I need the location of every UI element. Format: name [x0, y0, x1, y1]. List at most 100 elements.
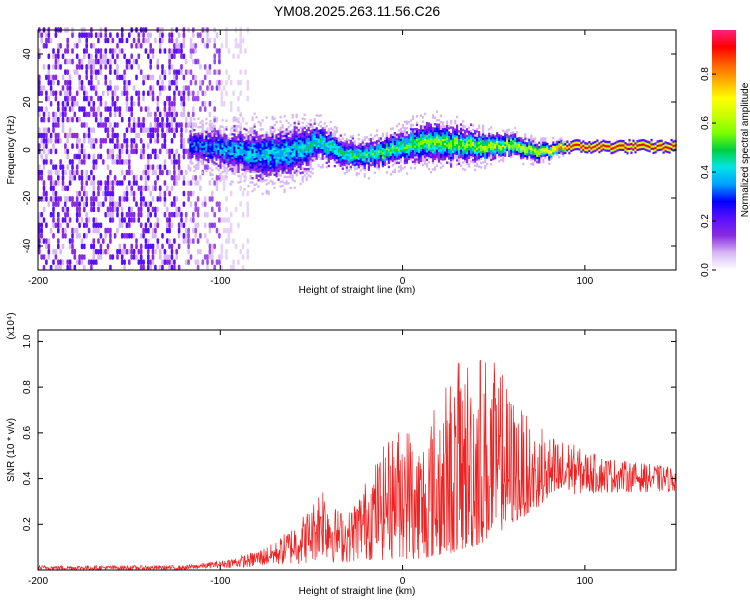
spectrogram-cell: [315, 127, 318, 130]
spectrogram-cell: [327, 151, 330, 155]
spectrogram-cell: [271, 143, 274, 147]
spectrogram-cell: [265, 150, 268, 154]
spectrogram-cell: [213, 53, 216, 60]
spectrogram-cell: [229, 106, 233, 112]
spectrogram-cell: [265, 155, 268, 158]
spectrogram-cell: [120, 148, 124, 155]
spectrogram-cell: [413, 136, 417, 140]
spectrogram-cell: [490, 154, 493, 157]
spectrogram-cell: [168, 69, 171, 75]
spectrogram-cell: [277, 159, 280, 162]
spectrogram-cell: [311, 133, 314, 136]
spectrogram-cell: [289, 160, 292, 164]
spectrogram-cell: [293, 145, 296, 148]
spectrogram-cell: [237, 146, 240, 150]
spectrogram-cell: [57, 79, 60, 86]
spectrogram-cell: [201, 119, 204, 123]
spectrogram-cell: [92, 69, 96, 75]
spectrogram-cell: [285, 156, 288, 159]
spectrogram-cell: [201, 141, 204, 144]
spectrogram-cell: [64, 248, 67, 255]
spectrogram-cell: [104, 138, 107, 144]
spectrogram-cell: [255, 159, 258, 162]
spectrogram-cell: [520, 137, 523, 140]
spectrogram-cell: [193, 139, 196, 143]
spectrogram-cell: [184, 238, 188, 244]
spectrogram-cell: [149, 264, 152, 271]
spectrogram-cell: [353, 161, 356, 164]
spectrogram-cell: [239, 154, 242, 158]
spectrogram-cell: [273, 134, 276, 138]
spectrogram-cell: [371, 150, 374, 153]
spectrogram-cell: [317, 134, 320, 137]
spectrogram-cell: [293, 123, 296, 127]
spectrogram-cell: [425, 147, 429, 151]
spectrogram-cell: [239, 148, 242, 151]
spectrogram-cell: [530, 158, 533, 161]
spectrogram-cell: [151, 148, 155, 155]
spectrogram-cell: [446, 126, 449, 130]
spectrogram-cell: [277, 133, 280, 136]
spectrogram-cell: [118, 48, 122, 54]
spectrogram-cell: [654, 146, 657, 150]
spectrogram-cell: [156, 238, 160, 244]
spectrogram-cell: [391, 127, 394, 130]
spectrogram-cell: [446, 129, 449, 132]
spectrogram-cell: [518, 139, 521, 142]
spectrogram-cell: [289, 186, 292, 190]
spectrogram-cell: [213, 43, 216, 49]
spectrogram-cell: [283, 132, 286, 135]
spectrogram-cell: [618, 142, 621, 145]
spectrogram-cell: [289, 152, 292, 155]
spectrogram-cell: [257, 163, 260, 167]
spectrogram-cell: [427, 131, 431, 134]
spectrogram-cell: [524, 154, 527, 158]
spectrogram-cell: [229, 168, 232, 171]
spectrogram-cell: [215, 79, 219, 86]
spectrogram-cell: [71, 159, 74, 165]
spectrogram-cell: [373, 154, 376, 157]
spectrogram-cell: [375, 161, 378, 165]
spectrogram-cell: [249, 142, 252, 145]
spectrogram-cell: [273, 145, 276, 148]
spectrogram-cell: [470, 134, 473, 137]
spectrogram-cell: [106, 106, 110, 112]
spectrogram-cell: [149, 259, 152, 265]
spectrogram-cell: [478, 139, 481, 142]
spectrogram-cell: [259, 167, 262, 170]
spectrogram-cell: [175, 138, 178, 144]
spectrogram-cell: [128, 233, 131, 239]
spectrogram-cell: [237, 222, 240, 229]
spectrogram-cell: [602, 143, 605, 147]
spectrogram-cell: [219, 157, 222, 161]
spectrogram-cell: [500, 145, 503, 149]
spectrogram-cell: [275, 159, 278, 163]
spectrogram-cell: [562, 152, 565, 155]
spectrogram-cell: [391, 138, 394, 141]
spectrogram-cell: [319, 144, 322, 147]
spectrogram-cell: [251, 138, 254, 141]
spectrogram-cell: [215, 149, 218, 153]
spectrogram-cell: [279, 185, 282, 188]
spectrogram-cell: [385, 171, 388, 174]
spectrogram-cell: [275, 120, 278, 124]
spectrogram-cell: [47, 116, 51, 123]
spectrogram-cell: [125, 127, 129, 133]
spectrogram-cell: [526, 137, 529, 141]
spectrogram-cell: [431, 161, 435, 165]
spectrogram-cell: [502, 159, 505, 163]
spectrogram-cell: [379, 137, 382, 140]
spectrogram-cell: [325, 144, 328, 147]
spectrogram-cell: [261, 140, 264, 144]
spectrogram-cell: [57, 196, 60, 202]
spectrogram-cell: [71, 132, 74, 139]
spectrogram-cell: [275, 168, 278, 171]
spectrogram-cell: [381, 158, 384, 161]
spectrogram-cell: [313, 131, 316, 134]
spectrogram-cell: [173, 211, 176, 218]
spectrogram-cell: [213, 152, 216, 156]
spectrogram-cell: [283, 175, 286, 178]
spectrogram-cell: [313, 148, 316, 151]
spectrogram-cell: [102, 58, 105, 65]
spectrogram-cell: [233, 172, 236, 175]
